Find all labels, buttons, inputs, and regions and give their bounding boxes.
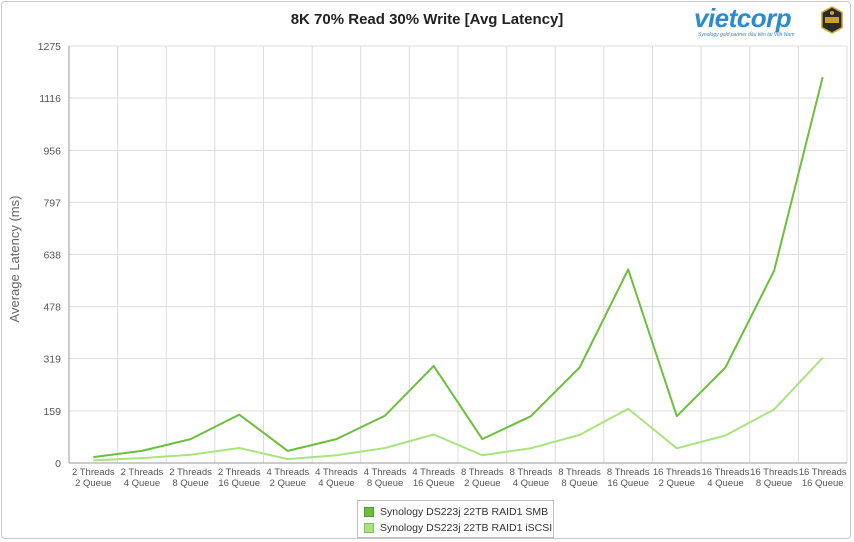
chart-title: 8K 70% Read 30% Write [Avg Latency] bbox=[290, 11, 564, 28]
series-lines bbox=[93, 76, 824, 462]
x-tick-label: 2 Threads bbox=[218, 467, 261, 478]
x-tick-label: 8 Threads bbox=[558, 467, 601, 478]
x-tick-label: 2 Queue bbox=[270, 478, 306, 489]
series-line-smb bbox=[93, 76, 824, 459]
x-tick-label: 16 Queue bbox=[413, 478, 455, 489]
x-tick-label: 4 Threads bbox=[315, 467, 358, 478]
legend: Synology DS223j 22TB RAID1 SMB Synology … bbox=[357, 500, 554, 538]
legend-item-smb: Synology DS223j 22TB RAID1 SMB bbox=[364, 504, 553, 520]
x-tick-label: 16 Threads bbox=[799, 467, 847, 478]
x-tick-label: 4 Threads bbox=[364, 467, 407, 478]
x-tick-label: 8 Threads bbox=[607, 467, 650, 478]
x-tick-label: 8 Threads bbox=[510, 467, 553, 478]
x-tick-label: 16 Threads bbox=[653, 467, 701, 478]
x-tick-label: 2 Queue bbox=[659, 478, 695, 489]
logo-tagline: Synology gold partner đầu tiên tại Việt … bbox=[698, 32, 795, 38]
legend-swatch-iscsi bbox=[364, 523, 374, 533]
x-tick-label: 16 Queue bbox=[802, 478, 844, 489]
x-tick-label: 8 Queue bbox=[367, 478, 403, 489]
x-tick-label: 8 Queue bbox=[172, 478, 208, 489]
y-tick-label: 956 bbox=[43, 145, 61, 157]
x-tick-label: 8 Queue bbox=[561, 478, 597, 489]
y-tick-label: 159 bbox=[43, 406, 61, 418]
x-tick-label: 4 Threads bbox=[412, 467, 455, 478]
legend-swatch-smb bbox=[364, 507, 374, 517]
x-tick-label: 16 Queue bbox=[607, 478, 649, 489]
x-tick-label: 2 Threads bbox=[72, 467, 115, 478]
y-tick-label: 1116 bbox=[39, 93, 61, 105]
y-axis-title: Average Latency (ms) bbox=[7, 196, 22, 323]
y-tick-label: 797 bbox=[43, 197, 61, 209]
x-tick-label: 8 Threads bbox=[461, 467, 504, 478]
x-tick-label: 4 Threads bbox=[267, 467, 310, 478]
x-tick-label: 2 Threads bbox=[169, 467, 212, 478]
x-tick-label: 16 Queue bbox=[218, 478, 260, 489]
y-tick-label: 478 bbox=[43, 302, 61, 314]
x-tick-label: 4 Queue bbox=[707, 478, 743, 489]
legend-label-iscsi: Synology DS223j 22TB RAID1 iSCSI bbox=[380, 522, 553, 534]
x-tick-label: 2 Threads bbox=[121, 467, 164, 478]
legend-label-smb: Synology DS223j 22TB RAID1 SMB bbox=[380, 506, 549, 518]
series-line-iscsi bbox=[93, 357, 824, 462]
x-tick-label: 16 Threads bbox=[750, 467, 798, 478]
gold-partner-badge-icon bbox=[821, 6, 843, 34]
logo-wordmark: vietcorp bbox=[694, 3, 792, 33]
x-tick-label: 4 Queue bbox=[318, 478, 354, 489]
y-tick-label: 1275 bbox=[38, 41, 62, 53]
x-tick-label: 4 Queue bbox=[124, 478, 160, 489]
x-tick-label: 4 Queue bbox=[513, 478, 549, 489]
y-tick-label: 638 bbox=[43, 249, 61, 261]
grid-lines bbox=[68, 45, 848, 464]
x-tick-label: 2 Queue bbox=[464, 478, 500, 489]
brand-logo: vietcorp Synology gold partner đầu tiên … bbox=[694, 3, 849, 43]
y-axis-tick-labels: 0 159 319 478 638 797 956 1116 1275 bbox=[38, 41, 62, 470]
y-tick-label: 0 bbox=[55, 458, 61, 470]
x-tick-label: 2 Queue bbox=[75, 478, 111, 489]
legend-item-iscsi: Synology DS223j 22TB RAID1 iSCSI bbox=[364, 520, 553, 536]
x-tick-label: 8 Queue bbox=[756, 478, 792, 489]
y-tick-label: 319 bbox=[43, 354, 61, 366]
x-tick-label: 16 Threads bbox=[701, 467, 749, 478]
